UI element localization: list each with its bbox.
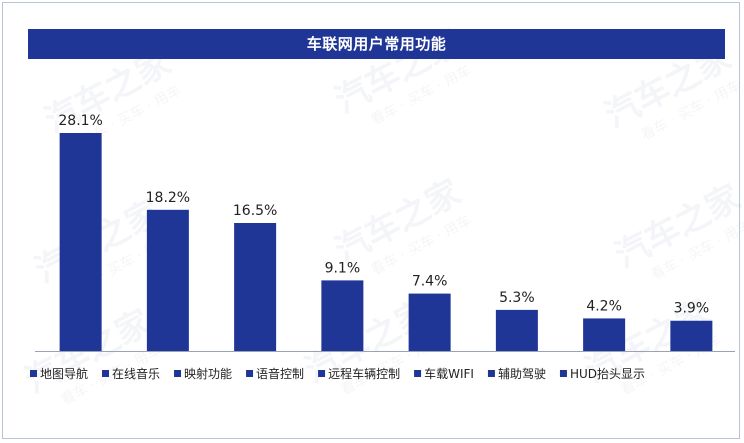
value-label-0: 28.1%: [58, 113, 102, 129]
legend-label-5: 车载WIFI: [424, 366, 474, 381]
legend-label-4: 远程车辆控制: [328, 366, 400, 381]
bar-6: [583, 318, 626, 351]
legend-item-2: 映射功能: [174, 366, 232, 381]
legend-item-1: 在线音乐: [102, 366, 160, 381]
legend-label-2: 映射功能: [184, 366, 232, 381]
legend-item-3: 语音控制: [246, 366, 304, 381]
legend-item-0: 地图导航: [30, 366, 88, 381]
chart-title: 车联网用户常用功能: [28, 29, 725, 59]
legend-swatch-0: [30, 370, 37, 377]
value-label-3: 9.1%: [325, 260, 361, 276]
value-label-2: 16.5%: [233, 203, 277, 219]
legend-item-5: 车载WIFI: [414, 366, 474, 381]
legend-label-7: HUD抬头显示: [570, 367, 645, 381]
bar-0: [59, 133, 102, 351]
bar-5: [495, 309, 538, 351]
value-label-7: 3.9%: [674, 301, 710, 317]
legend-item-4: 远程车辆控制: [318, 366, 400, 381]
bars-layer: [59, 133, 713, 351]
legend-label-3: 语音控制: [256, 366, 304, 381]
value-label-1: 18.2%: [146, 190, 190, 206]
legend-swatch-6: [487, 370, 495, 377]
value-label-6: 4.2%: [586, 298, 622, 314]
bar-4: [408, 293, 451, 351]
legend-label-6: 辅助驾驶: [498, 366, 546, 381]
legend-swatch-7: [559, 370, 567, 377]
legend-swatch-4: [318, 370, 326, 377]
bar-7: [670, 320, 713, 351]
bar-2: [234, 222, 277, 351]
legend-label-0: 地图导航: [40, 366, 88, 381]
legend-swatch-5: [414, 370, 422, 377]
bar-1: [146, 209, 189, 351]
value-label-4: 7.4%: [412, 274, 448, 290]
legend-item-7: HUD抬头显示: [559, 367, 645, 381]
value-labels-layer: 28.1% 18.2% 16.5% 9.1% 7.4% 5.3% 4.2% 3.9%: [58, 113, 709, 317]
bar-3: [321, 280, 364, 351]
legend-swatch-3: [246, 370, 254, 377]
legend-item-6: 辅助驾驶: [487, 366, 546, 381]
value-label-5: 5.3%: [499, 290, 535, 306]
legend: 地图导航 在线音乐 映射功能 语音控制 远程车辆控制 车载WIFI 辅助驾驶 HUD抬头显示: [30, 366, 645, 381]
legend-swatch-2: [174, 370, 182, 377]
legend-swatch-1: [102, 370, 110, 377]
legend-label-1: 在线音乐: [112, 366, 160, 381]
